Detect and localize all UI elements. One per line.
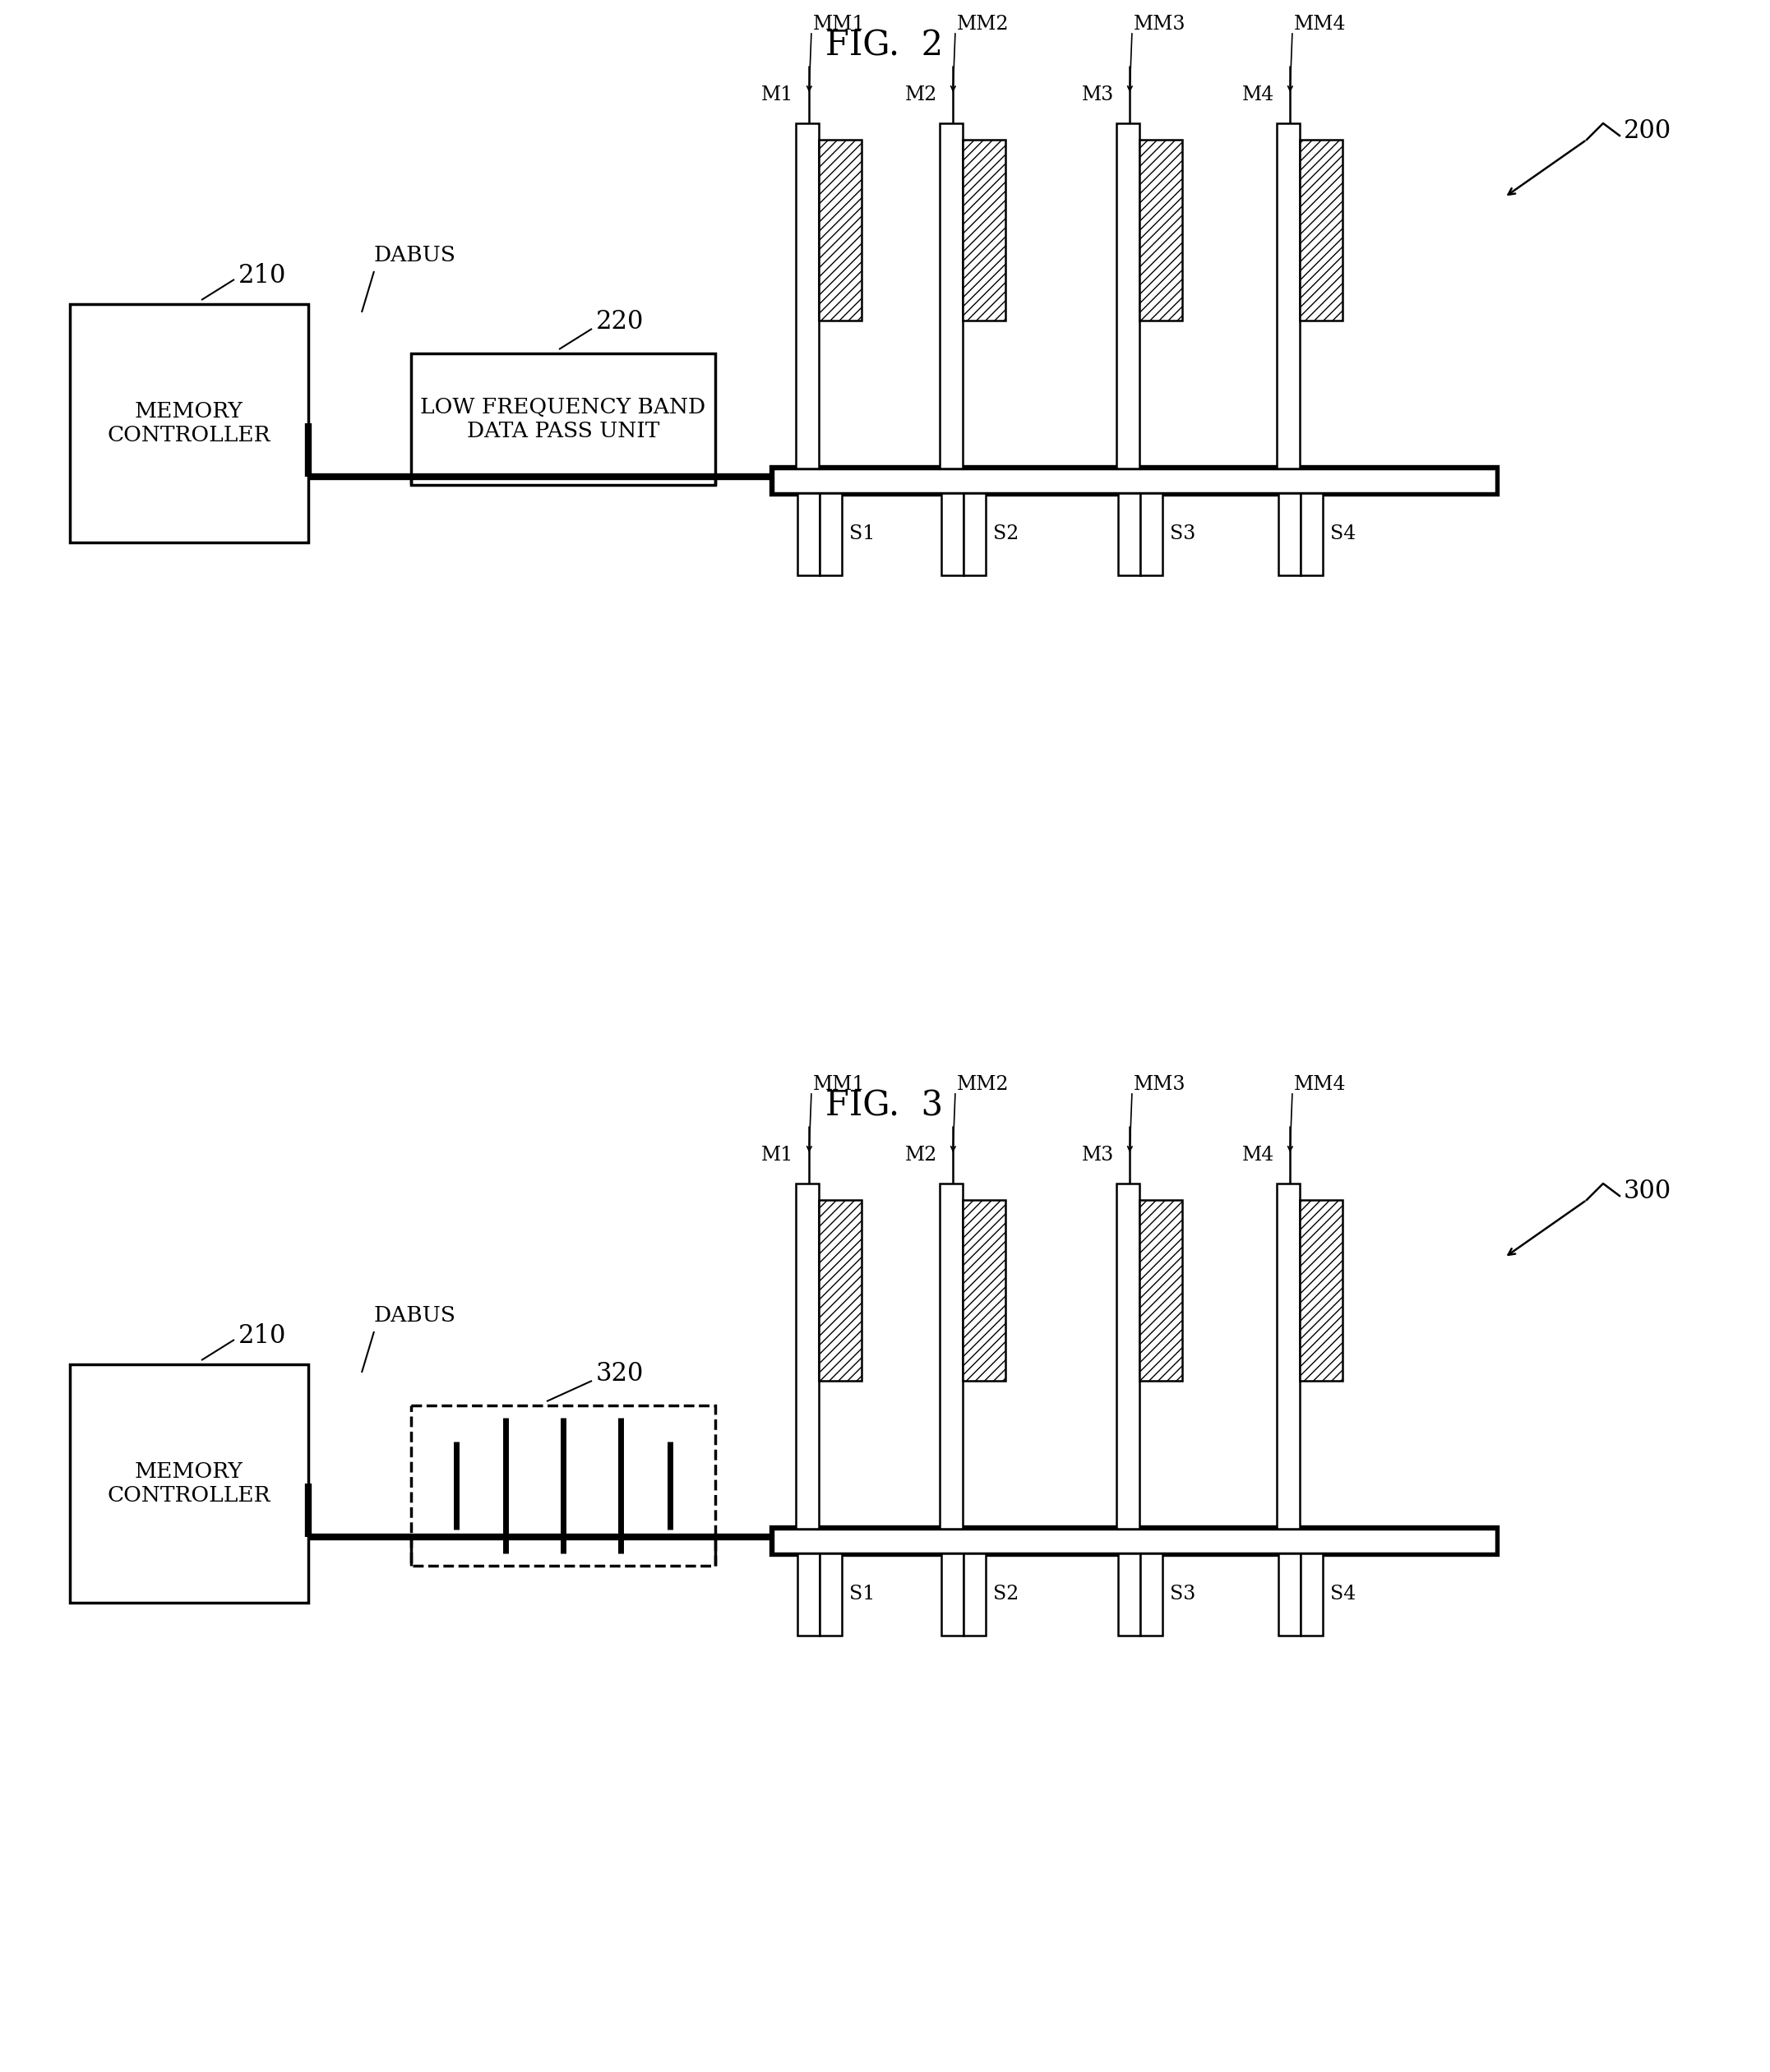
Text: M4: M4	[1243, 85, 1274, 104]
Text: S2: S2	[993, 1585, 1020, 1604]
Bar	[1117, 124, 1140, 468]
Text: DABUS: DABUS	[373, 244, 457, 265]
Text: MEMORY
CONTROLLER: MEMORY CONTROLLER	[108, 402, 271, 445]
Text: 210: 210	[239, 1322, 287, 1349]
Bar	[1140, 1200, 1182, 1380]
Bar	[1301, 493, 1322, 576]
Text: MM1: MM1	[812, 1075, 866, 1094]
Text: S1: S1	[850, 1585, 874, 1604]
Bar	[1119, 1554, 1140, 1635]
Text: MM1: MM1	[812, 15, 866, 33]
Text: MEMORY
CONTROLLER: MEMORY CONTROLLER	[108, 1461, 271, 1506]
Bar	[942, 1554, 963, 1635]
Bar	[773, 1529, 1496, 1554]
Text: 210: 210	[239, 263, 287, 288]
Text: MM3: MM3	[1135, 1075, 1186, 1094]
Text: MM3: MM3	[1135, 15, 1186, 33]
Bar	[942, 493, 963, 576]
Text: 320: 320	[596, 1361, 644, 1386]
Bar	[963, 493, 986, 576]
Bar	[773, 468, 1496, 493]
Text: M3: M3	[1081, 1146, 1113, 1164]
Text: S1: S1	[850, 524, 874, 543]
Text: FIG.  2: FIG. 2	[827, 27, 943, 62]
Bar	[796, 124, 820, 468]
Text: S2: S2	[993, 524, 1020, 543]
Bar	[773, 468, 1496, 493]
Bar	[773, 1529, 1496, 1554]
Bar	[411, 1405, 715, 1566]
Text: M2: M2	[904, 85, 936, 104]
Bar	[1140, 1554, 1163, 1635]
Text: M4: M4	[1243, 1146, 1274, 1164]
Bar	[1140, 493, 1163, 576]
Text: M3: M3	[1081, 85, 1113, 104]
Bar	[963, 1200, 1005, 1380]
Bar	[963, 139, 1005, 321]
Bar	[820, 1554, 843, 1635]
Bar	[820, 493, 843, 576]
Bar	[1278, 493, 1301, 576]
Text: S4: S4	[1331, 1585, 1356, 1604]
Bar	[1299, 1200, 1342, 1380]
Text: M2: M2	[904, 1146, 936, 1164]
Text: DABUS: DABUS	[373, 1305, 457, 1326]
Bar	[1276, 1183, 1299, 1529]
Bar	[940, 124, 963, 468]
Bar	[940, 1183, 963, 1529]
Bar	[1278, 1554, 1301, 1635]
Text: M1: M1	[761, 85, 793, 104]
Bar	[820, 139, 862, 321]
Bar	[1299, 139, 1342, 321]
Text: MM4: MM4	[1294, 1075, 1347, 1094]
Bar	[798, 493, 820, 576]
Bar	[69, 1363, 308, 1604]
Bar	[820, 1200, 862, 1380]
Text: 300: 300	[1623, 1179, 1671, 1204]
Bar	[1276, 124, 1299, 468]
Bar	[411, 354, 715, 485]
Bar	[796, 1183, 820, 1529]
Bar	[963, 1554, 986, 1635]
Bar	[798, 1554, 820, 1635]
Text: MM2: MM2	[958, 1075, 1009, 1094]
Bar	[69, 305, 308, 543]
Text: M1: M1	[761, 1146, 793, 1164]
Bar	[1301, 1554, 1322, 1635]
Text: S3: S3	[1170, 524, 1195, 543]
Text: MM2: MM2	[958, 15, 1009, 33]
Text: 200: 200	[1623, 118, 1671, 145]
Text: LOW FREQUENCY BAND
DATA PASS UNIT: LOW FREQUENCY BAND DATA PASS UNIT	[421, 398, 706, 441]
Text: MM4: MM4	[1294, 15, 1347, 33]
Bar	[1119, 493, 1140, 576]
Bar	[1140, 139, 1182, 321]
Text: FIG.  3: FIG. 3	[827, 1088, 943, 1123]
Bar	[1117, 1183, 1140, 1529]
Text: S4: S4	[1331, 524, 1356, 543]
Text: S3: S3	[1170, 1585, 1195, 1604]
Text: 220: 220	[596, 309, 644, 336]
